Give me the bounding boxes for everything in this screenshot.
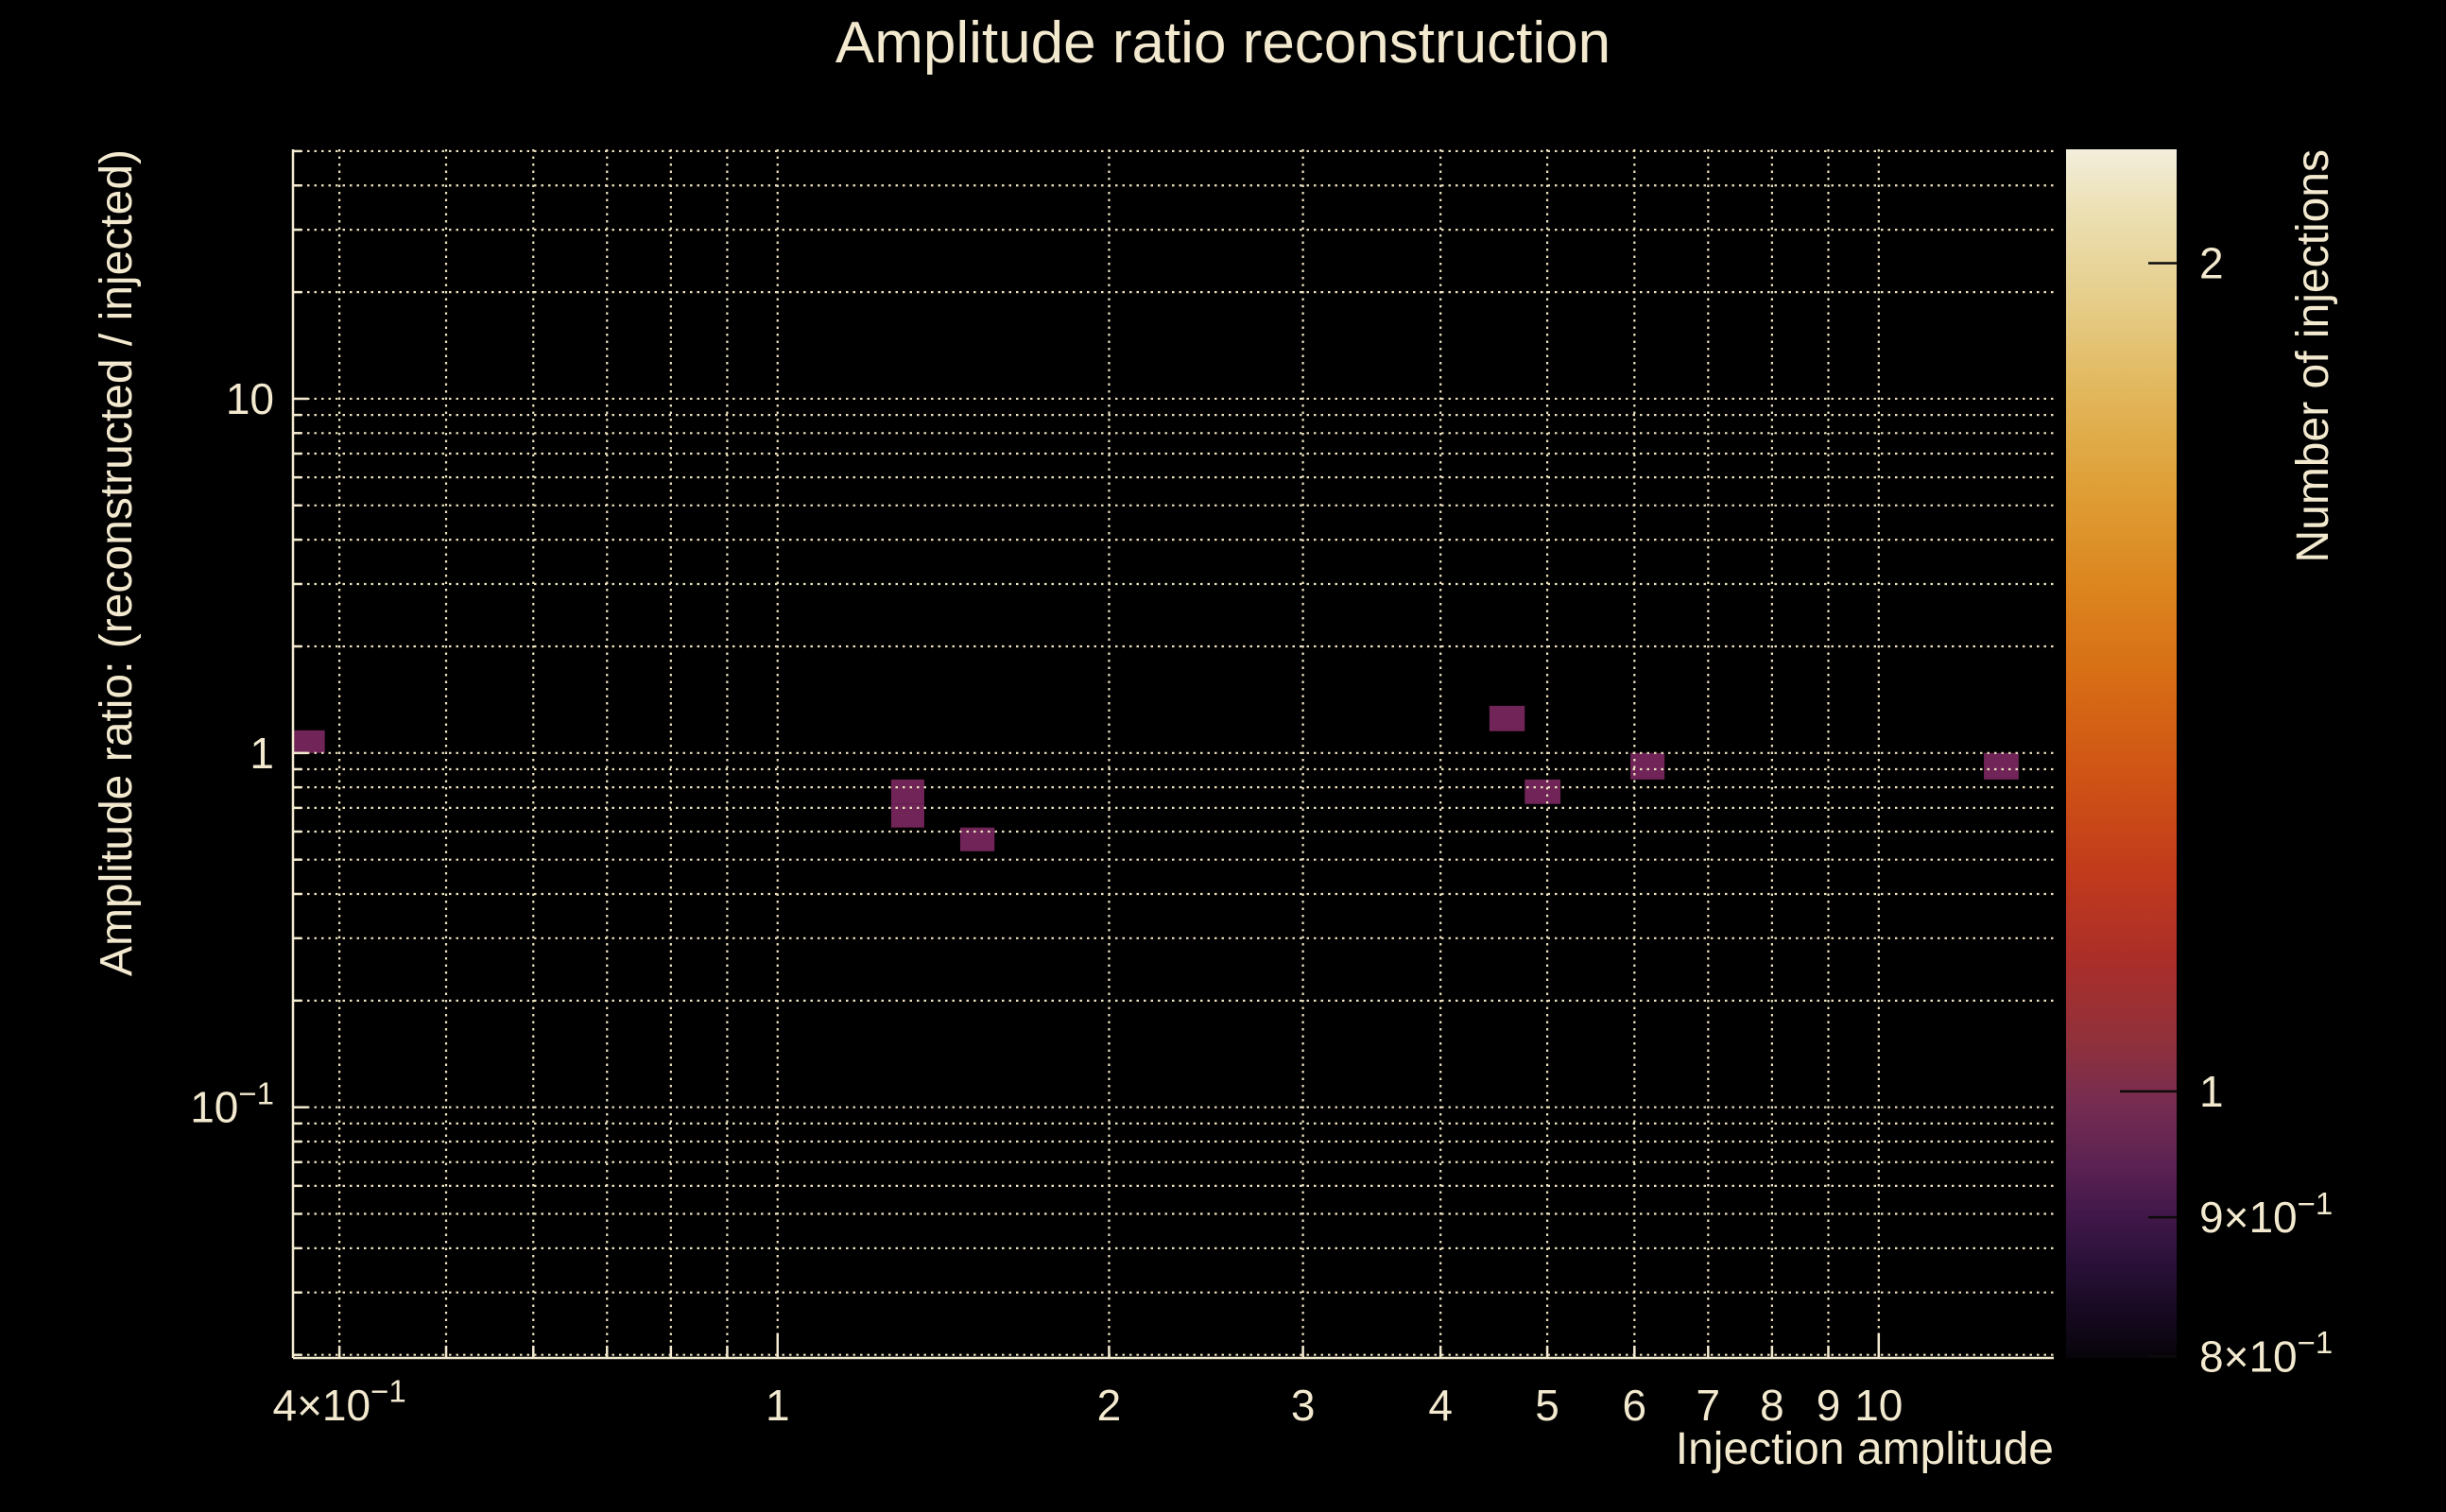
x-axis-label: Injection amplitude <box>1675 1424 2054 1474</box>
colorbar-tick-label: 8×10−1 <box>2199 1325 2333 1381</box>
histogram-bin <box>1984 752 2019 780</box>
histogram-bin <box>890 779 924 804</box>
x-tick-label: 10 <box>1854 1381 1903 1430</box>
x-tick-label: 4 <box>1428 1381 1453 1430</box>
x-tick-label: 2 <box>1097 1381 1122 1430</box>
x-tick-label: 7 <box>1697 1381 1721 1430</box>
y-tick-label: 10−1 <box>190 1075 274 1131</box>
x-tick-label: 1 <box>766 1381 790 1430</box>
x-tick-label: 8 <box>1760 1381 1784 1430</box>
colorbar-label: Number of injections <box>2288 149 2338 563</box>
x-tick-label: 6 <box>1623 1381 1647 1430</box>
histogram-bin <box>1524 779 1561 804</box>
colorbar-tick-label: 2 <box>2199 239 2224 288</box>
x-tick-label: 5 <box>1535 1381 1559 1430</box>
x-tick-label: 9 <box>1817 1381 1841 1430</box>
colorbar-gradient <box>2066 149 2177 1358</box>
colorbar-tick-label: 9×10−1 <box>2199 1186 2333 1242</box>
x-tick-label: 3 <box>1291 1381 1316 1430</box>
y-tick-label: 1 <box>250 729 274 778</box>
y-tick-label: 10 <box>226 374 274 423</box>
colorbar-tick-label: 1 <box>2199 1067 2224 1116</box>
histogram-bin <box>293 730 325 753</box>
x-tick-label: 4×10−1 <box>272 1374 405 1430</box>
chart-title: Amplitude ratio reconstruction <box>835 10 1611 76</box>
histogram-bin <box>1630 752 1665 780</box>
histogram-bin <box>1489 705 1525 731</box>
y-axis-label: Amplitude ratio: (reconstructed / inject… <box>92 149 142 977</box>
